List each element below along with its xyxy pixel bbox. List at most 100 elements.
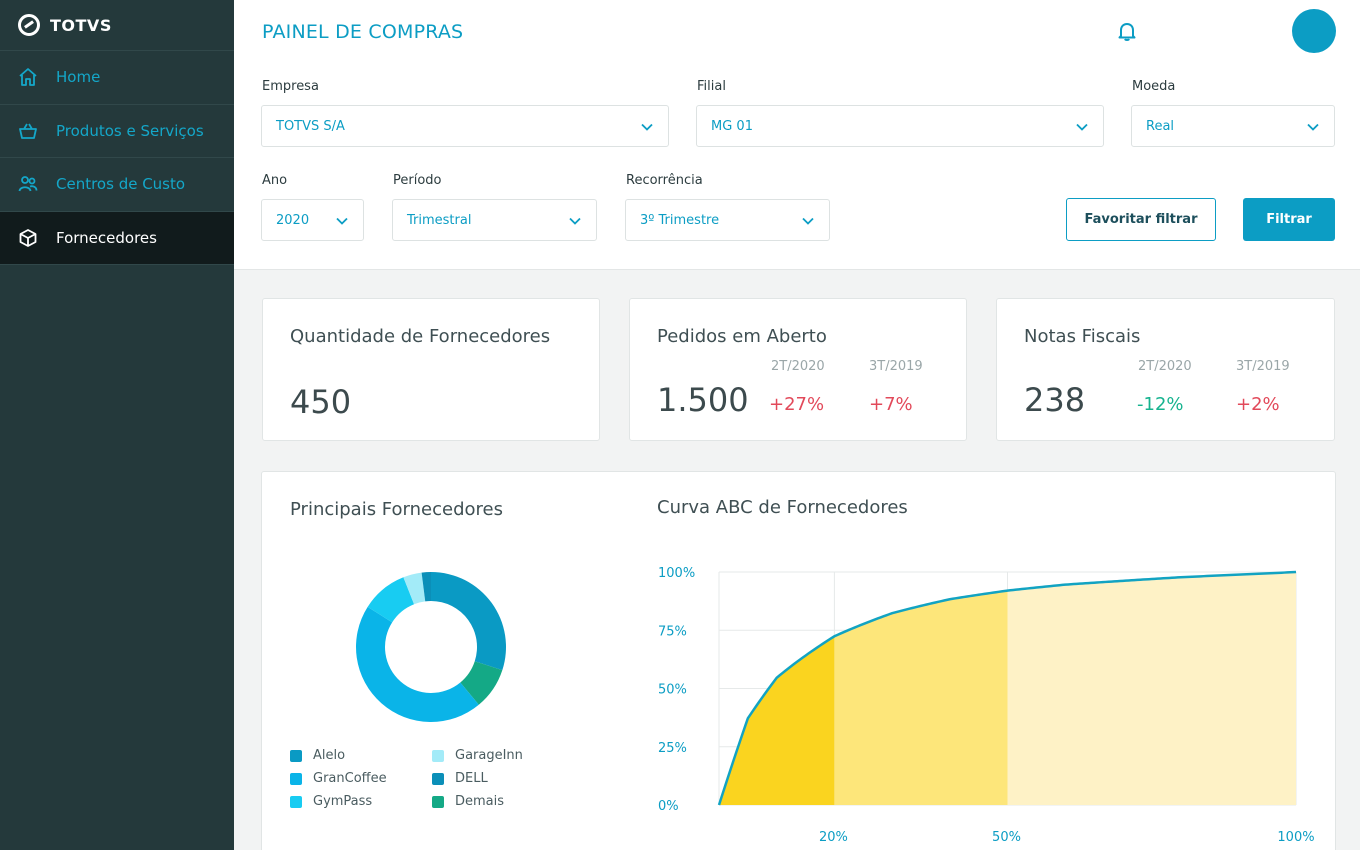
legend-swatch [290,772,302,785]
legend-item[interactable]: DELL [432,771,488,786]
x-tick-label: 50% [992,830,1021,845]
kpi-card-notas: Notas Fiscais 238 2T/2020 -12% 3T/2019 +… [996,298,1335,441]
y-tick-label: 100% [658,566,695,581]
abc-chart: 0% 25% 50% 75% 100% 20% 50% 100% [658,566,1315,845]
favorite-filter-button[interactable]: Favoritar filtrar [1066,198,1216,241]
kpi-delta: -12% [1137,394,1184,415]
legend-label: Alelo [313,748,346,763]
empresa-select[interactable]: TOTVS S/A [261,105,669,147]
kpi-delta: +27% [769,394,825,415]
legend-item[interactable]: GranCoffee [290,771,387,786]
legend-item[interactable]: GymPass [290,794,372,809]
y-tick-label: 0% [658,799,679,814]
periodo-label: Período [393,173,442,188]
chevron-down-icon [336,217,348,225]
legend-swatch [432,772,444,785]
recorrencia-value: 3º Trimestre [640,212,720,228]
sidebar-item-centros-de-custo[interactable]: Centros de Custo [0,158,234,212]
kpi-value: 238 [1024,381,1086,419]
filter-button[interactable]: Filtrar [1243,198,1335,241]
abc-title: Curva ABC de Fornecedores [657,497,908,518]
kpi-delta: +7% [869,394,913,415]
legend-label: Demais [455,794,505,809]
recorrencia-label: Recorrência [626,173,703,188]
x-tick-label: 100% [1277,830,1314,845]
empresa-label: Empresa [262,79,319,94]
donut-slice-dell[interactable] [421,572,431,602]
legend-label: DELL [455,771,488,786]
legend-item[interactable]: Alelo [290,748,345,763]
donut-slice-garageinn[interactable] [403,572,426,605]
ano-value: 2020 [276,212,310,228]
legend-label: GymPass [313,794,373,809]
recorrencia-select[interactable]: 3º Trimestre [625,199,830,241]
avatar[interactable] [1292,9,1336,53]
ano-select[interactable]: 2020 [261,199,364,241]
kpi-period-label: 2T/2020 [1138,359,1192,374]
donut-slice-alelo[interactable] [431,572,506,671]
y-tick-label: 75% [658,624,687,639]
legend-swatch [432,749,444,762]
periodo-value: Trimestral [407,212,472,228]
filial-label: Filial [697,79,726,94]
kpi-value: 1.500 [657,381,749,419]
moeda-label: Moeda [1132,79,1176,94]
kpi-title: Notas Fiscais [1024,326,1141,347]
legend-swatch [290,749,302,762]
y-tick-label: 25% [658,741,687,756]
sidebar-item-fornecedores[interactable]: Fornecedores [0,211,234,265]
kpi-delta: +2% [1236,394,1280,415]
donut-slice-grancoffee[interactable] [356,606,479,722]
users-icon [18,174,38,194]
ano-label: Ano [262,173,288,188]
kpi-period-label: 3T/2019 [869,359,923,374]
bell-icon[interactable] [1116,20,1138,42]
sidebar-item-produtos[interactable]: Produtos e Serviços [0,105,234,158]
filial-select[interactable]: MG 01 [696,105,1104,147]
legend-swatch [290,795,302,808]
kpi-value: 450 [290,383,352,421]
kpi-period-label: 2T/2020 [771,359,825,374]
filial-value: MG 01 [711,118,753,134]
sidebar-item-label: Produtos e Serviços [56,121,204,140]
chevron-down-icon [641,123,653,131]
donut-chart [356,572,506,722]
x-tick-label: 20% [819,830,848,845]
sidebar: TOTVS Home Produtos e Serviços Centros d… [0,0,234,850]
kpi-card-fornecedores: Quantidade de Fornecedores 450 [262,298,600,441]
chevron-down-icon [1307,123,1319,131]
sidebar-item-label: Home [56,68,101,87]
legend-item[interactable]: GarageInn [432,748,523,763]
brand-name: TOTVS [50,15,112,35]
totvs-logo-icon [18,14,40,36]
chevron-down-icon [1076,123,1088,131]
legend-swatch [432,795,444,808]
home-icon [18,67,38,87]
chevron-down-icon [569,217,581,225]
donut-title: Principais Fornecedores [290,499,503,520]
kpi-card-pedidos: Pedidos em Aberto 1.500 2T/2020 +27% 3T/… [629,298,967,441]
basket-icon [18,121,38,141]
moeda-select[interactable]: Real [1131,105,1335,147]
abc-band-b[interactable] [834,590,1008,805]
kpi-period-label: 3T/2019 [1236,359,1290,374]
donut-slice-gympass[interactable] [367,577,415,623]
empresa-value: TOTVS S/A [276,118,345,134]
legend-label: GranCoffee [313,771,387,786]
sidebar-item-label: Fornecedores [56,228,157,247]
sidebar-item-label: Centros de Custo [56,175,186,194]
filter-header: PAINEL DE COMPRAS Empresa TOTVS S/A Fili… [234,0,1360,270]
charts-panel: Principais Fornecedores Curva ABC de For… [261,471,1336,850]
abc-band-a[interactable] [719,636,835,805]
abc-curve-line[interactable] [717,570,1297,806]
abc-band-c[interactable] [1007,572,1297,805]
brand[interactable]: TOTVS [0,0,234,51]
sidebar-item-home[interactable]: Home [0,51,234,105]
legend-label: GarageInn [455,748,523,763]
kpi-title: Pedidos em Aberto [657,326,827,347]
donut-slice-demais[interactable] [460,661,503,705]
periodo-select[interactable]: Trimestral [392,199,597,241]
moeda-value: Real [1146,118,1175,134]
page-title: PAINEL DE COMPRAS [262,21,464,43]
legend-item[interactable]: Demais [432,794,504,809]
